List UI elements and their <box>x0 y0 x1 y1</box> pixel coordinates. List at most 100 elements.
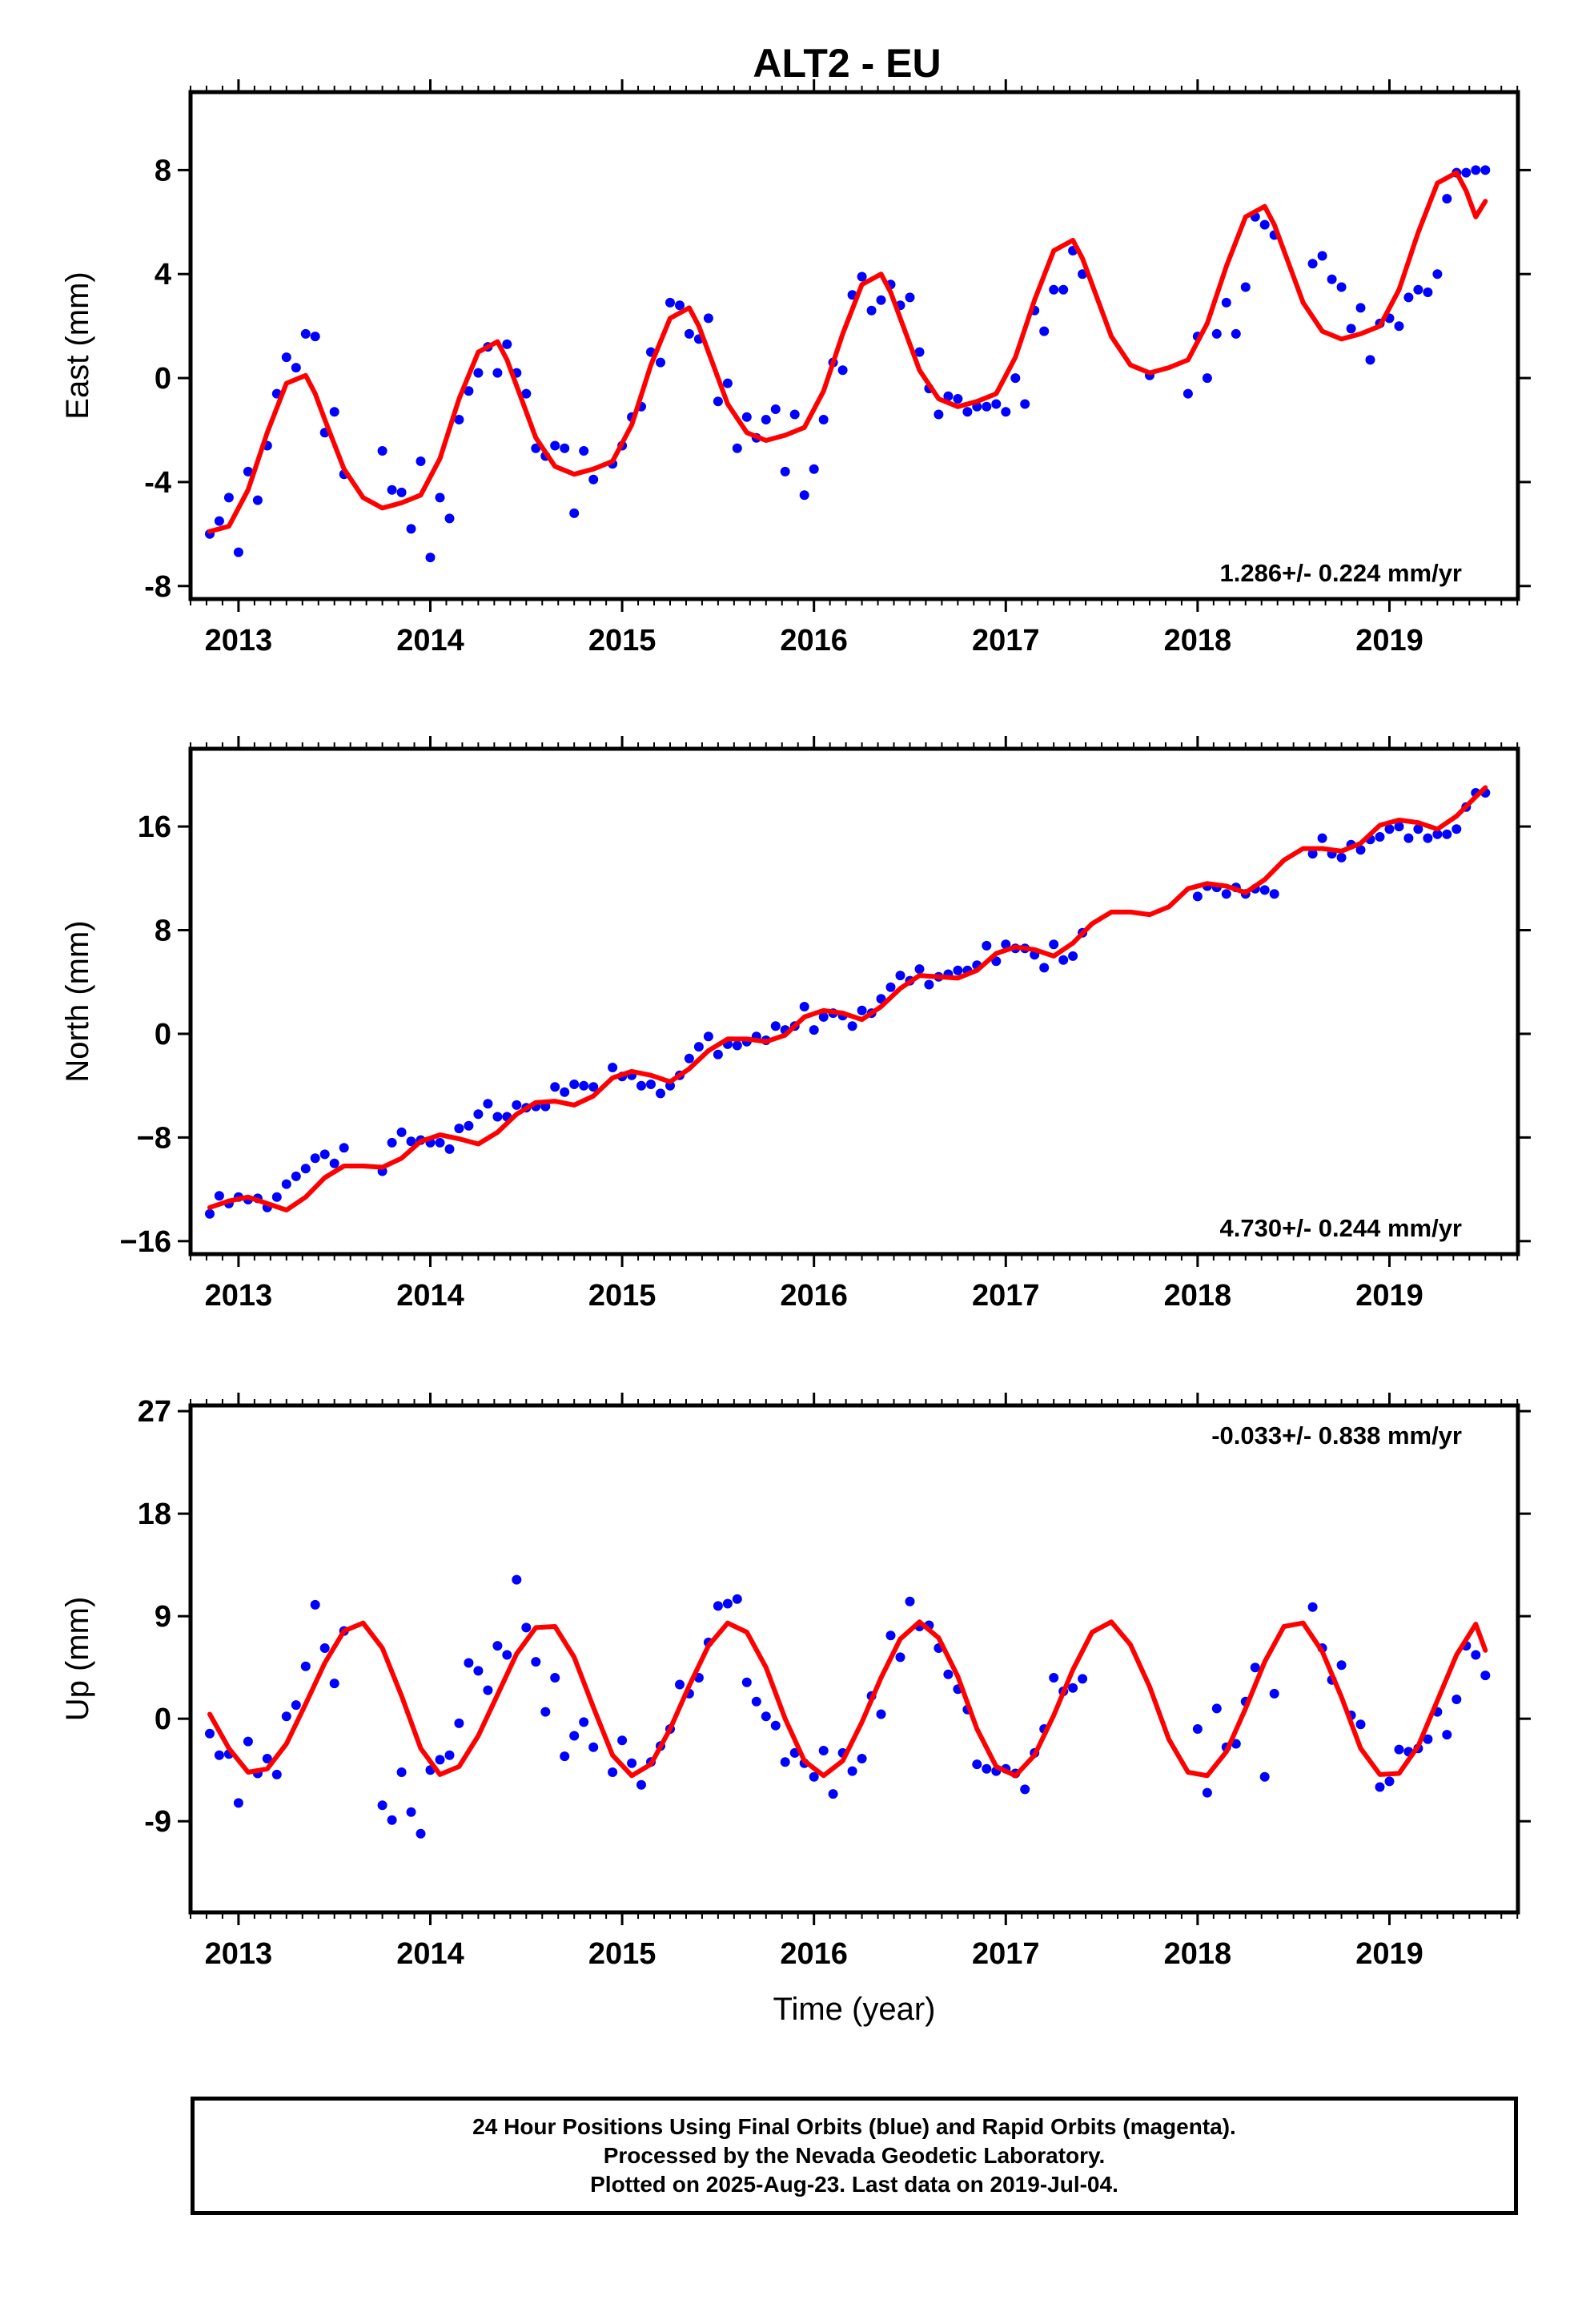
east-plot-area <box>205 165 1491 563</box>
east-data-point <box>406 524 416 534</box>
east-data-point <box>1346 324 1356 334</box>
east-data-point <box>310 332 320 342</box>
north-x-tick-label: 2015 <box>588 1279 656 1313</box>
east-x-tick-label: 2013 <box>205 624 273 657</box>
east-x-tick-label: 2014 <box>396 624 464 657</box>
east-data-point <box>905 292 915 303</box>
up-data-point <box>982 1763 992 1774</box>
up-data-point <box>1480 1671 1491 1681</box>
up-data-point <box>905 1596 915 1606</box>
north-data-point <box>636 1080 646 1091</box>
north-data-point <box>1307 849 1318 859</box>
up-data-point <box>761 1711 771 1722</box>
east-data-point <box>1020 399 1030 409</box>
north-data-point <box>1192 891 1203 902</box>
up-data-point <box>770 1720 781 1731</box>
east-data-point <box>1471 165 1481 175</box>
east-x-tick-label: 2015 <box>588 624 656 657</box>
up-data-point <box>1192 1724 1203 1734</box>
up-data-point <box>579 1717 589 1727</box>
north-data-point <box>588 1082 599 1092</box>
east-data-point <box>761 415 771 424</box>
up-data-point <box>271 1769 282 1779</box>
up-data-point <box>1049 1673 1059 1683</box>
north-data-point <box>396 1127 407 1137</box>
up-plot-frame <box>188 1403 1520 1915</box>
east-data-point <box>281 352 291 363</box>
up-data-point <box>473 1666 484 1676</box>
east-data-point <box>1403 292 1414 303</box>
up-data-point <box>608 1767 618 1777</box>
up-panel: 2013 2014 2015 2016 2017 2018 2019 -9 0 9 18 27 Up (… <box>60 1393 1531 2027</box>
north-data-point <box>1432 829 1443 839</box>
north-data-point <box>579 1080 589 1091</box>
up-rate-label: -0.033+/- 0.838 mm/yr <box>1211 1421 1462 1449</box>
east-data-point <box>329 407 339 417</box>
east-data-point <box>1355 303 1366 313</box>
footer-line-2: Processed by the Nevada Geodetic Laborat… <box>603 2143 1106 2168</box>
east-data-point <box>473 368 484 378</box>
up-data-point <box>1384 1776 1395 1787</box>
north-data-point <box>991 956 1002 967</box>
north-data-point <box>1452 824 1462 834</box>
north-plot-area <box>205 785 1491 1219</box>
up-x-tick-label: 2017 <box>972 1937 1040 1971</box>
north-data-point <box>818 1011 829 1022</box>
north-data-point <box>300 1164 311 1174</box>
north-data-point <box>953 965 963 975</box>
east-data-point <box>818 415 829 424</box>
north-data-point <box>310 1153 320 1164</box>
up-data-point <box>1250 1663 1260 1673</box>
up-data-point <box>751 1696 761 1707</box>
up-data-point <box>617 1735 628 1746</box>
up-y-axis-label: Up (mm) <box>60 1597 95 1722</box>
north-data-point <box>1413 824 1423 834</box>
north-data-point <box>271 1192 282 1202</box>
north-data-point <box>713 1049 723 1059</box>
north-data-point <box>693 1042 704 1052</box>
north-data-point <box>473 1109 484 1120</box>
east-data-point <box>579 446 589 456</box>
up-data-point <box>233 1798 243 1808</box>
east-data-point <box>1231 328 1241 339</box>
north-data-point <box>1039 963 1050 973</box>
north-data-point <box>646 1080 656 1089</box>
north-data-point <box>492 1112 503 1122</box>
up-data-point <box>1442 1730 1452 1740</box>
east-data-point <box>291 363 301 373</box>
up-data-point <box>1423 1734 1433 1744</box>
north-data-point <box>454 1124 464 1134</box>
east-data-point <box>1423 287 1433 297</box>
north-x-tick-label: 2018 <box>1164 1279 1232 1313</box>
north-data-point <box>406 1136 416 1147</box>
up-data-point <box>454 1718 464 1728</box>
north-x-tick-label: 2017 <box>972 1279 1040 1313</box>
east-y-tick-label: -8 <box>144 570 171 604</box>
east-model-curve <box>207 170 1488 534</box>
north-data-point <box>809 1025 819 1035</box>
east-data-point <box>416 456 426 466</box>
east-data-point <box>982 401 992 412</box>
east-data-point <box>741 412 752 422</box>
up-data-point <box>1452 1695 1462 1704</box>
up-data-point <box>435 1755 445 1765</box>
east-x-tick-label: 2018 <box>1164 624 1232 657</box>
north-data-point <box>608 1063 618 1072</box>
north-data-point <box>214 1191 224 1201</box>
north-data-point <box>924 979 934 990</box>
east-data-point <box>435 493 445 503</box>
up-data-point <box>1068 1683 1078 1693</box>
east-data-point <box>223 493 234 503</box>
north-y-axis-label: North (mm) <box>60 920 95 1082</box>
up-data-point <box>1078 1674 1088 1684</box>
up-data-point <box>406 1807 416 1817</box>
up-data-point <box>636 1779 646 1790</box>
north-data-point <box>732 1040 742 1051</box>
up-data-point <box>300 1661 311 1671</box>
north-data-point <box>1058 955 1069 965</box>
up-data-point <box>1355 1719 1366 1730</box>
east-data-point <box>1001 407 1011 417</box>
north-data-point <box>329 1158 339 1168</box>
east-data-point <box>1039 326 1050 336</box>
up-data-point <box>483 1685 493 1695</box>
